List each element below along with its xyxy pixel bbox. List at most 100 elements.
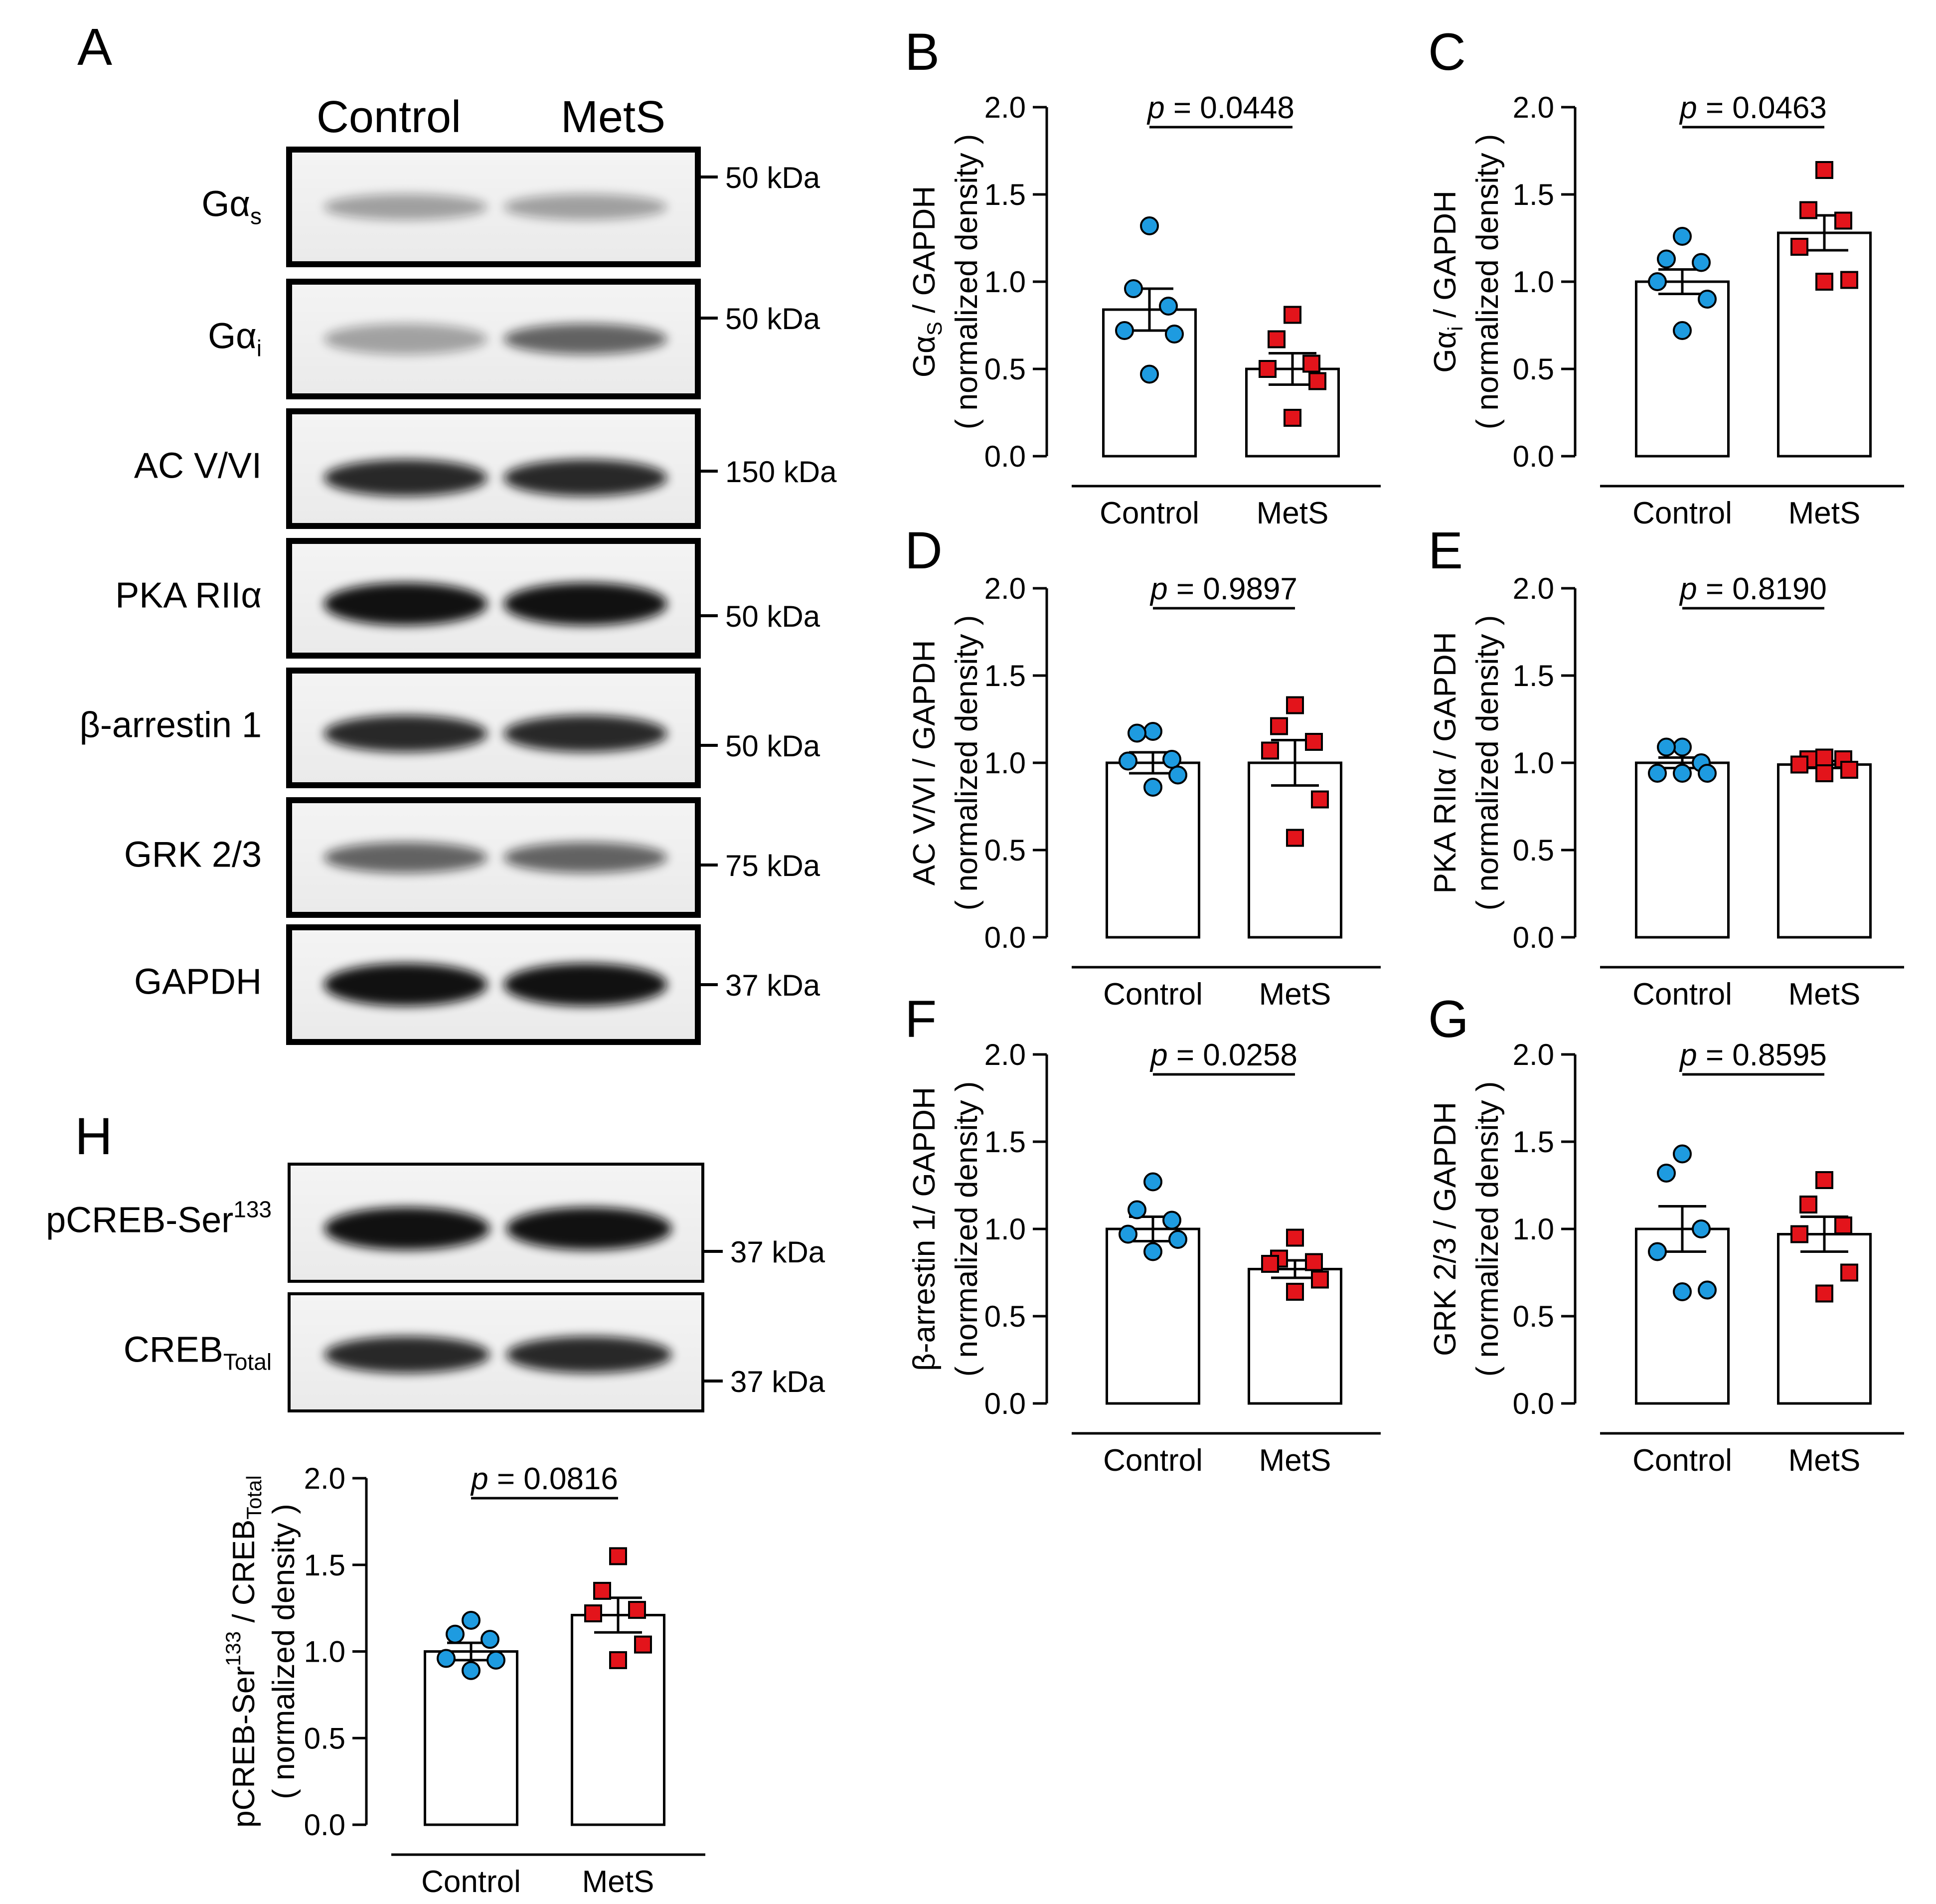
- data-point-mets: [1799, 1196, 1817, 1213]
- panel-letter-A: A: [77, 18, 112, 76]
- blot-band: [323, 715, 487, 752]
- y-tick-label: 1.0: [1513, 265, 1554, 299]
- x-tick-label-control: Control: [1100, 496, 1199, 530]
- protein-label: AC V/VI: [134, 446, 262, 486]
- blot-band: [503, 582, 667, 626]
- data-point-mets: [1308, 372, 1326, 390]
- data-point-mets: [1834, 1216, 1852, 1234]
- data-point-mets: [1815, 161, 1833, 179]
- data-point-control: [1657, 249, 1676, 269]
- y-axis-sublabel: ( normalized density ): [1470, 134, 1505, 430]
- chart-H: 0.0 0.5 1.0 1.5 2.0 Control MetS p = 0.0816 pCRE…: [221, 1462, 705, 1899]
- data-point-control: [1165, 325, 1184, 344]
- data-point-control: [1648, 1242, 1667, 1261]
- data-point-mets: [1790, 238, 1808, 256]
- p-value-label: p = 0.0448: [1146, 91, 1294, 125]
- y-axis-label: AC V/VI / GAPDH: [907, 640, 942, 886]
- x-tick-label-mets: MetS: [1788, 977, 1861, 1012]
- y-tick-label: 2.0: [984, 1038, 1026, 1071]
- kda-marker: 37 kDa: [725, 969, 820, 1002]
- blot-panel-A: A Control MetS Gαs 50 kDa Gαi 50 kDa AC V/VI 150…: [77, 18, 837, 1045]
- y-axis-sublabel: ( normalized density ): [950, 134, 984, 430]
- y-tick-label: 0.5: [1513, 1300, 1554, 1333]
- panel-letter-G: G: [1428, 990, 1469, 1048]
- data-point-mets: [1305, 1253, 1323, 1271]
- blot-band: [506, 1207, 672, 1250]
- protein-label: GRK 2/3: [124, 835, 262, 874]
- x-tick-label-control: Control: [1103, 1443, 1203, 1478]
- kda-marker: 75 kDa: [725, 849, 820, 882]
- data-point-mets: [1840, 271, 1858, 289]
- x-tick-label-mets: MetS: [1257, 496, 1329, 530]
- chart-C: C 0.0 0.5 1.0 1.5 2.0 Control MetS p = 0.0463 Gαi…: [1428, 23, 1904, 530]
- y-tick-label: 1.0: [984, 1212, 1026, 1246]
- blot-band: [323, 194, 487, 220]
- chart-E: E 0.0 0.5 1.0 1.5 2.0 Control MetS p = 0.8190 PKA…: [1428, 521, 1904, 1012]
- bar-control: [1635, 761, 1730, 939]
- lane-header-mets: MetS: [561, 92, 665, 142]
- blot-band: [503, 842, 667, 873]
- data-point-control: [462, 1661, 481, 1680]
- bar-mets: [1777, 1233, 1872, 1405]
- data-point-control: [1657, 1164, 1676, 1183]
- data-point-control: [1124, 279, 1143, 298]
- data-point-control: [1698, 764, 1717, 783]
- protein-label: CREBTotal: [124, 1330, 272, 1375]
- y-tick-label: 2.0: [984, 91, 1026, 124]
- chart-B: B 0.0 0.5 1.0 1.5 2.0 Control MetS p = 0.0448 GαS…: [905, 23, 1381, 530]
- protein-label: GAPDH: [134, 962, 262, 1002]
- data-point-mets: [1815, 1171, 1833, 1189]
- y-tick-label: 1.5: [304, 1549, 345, 1582]
- data-point-mets: [1261, 1255, 1279, 1273]
- data-point-control: [1648, 272, 1667, 291]
- blot-row: β-arrestin 1 50 kDa: [79, 668, 820, 788]
- bar-charts: B 0.0 0.5 1.0 1.5 2.0 Control MetS p = 0.0448 GαS…: [221, 23, 1904, 1899]
- blot-band: [323, 963, 487, 1006]
- x-tick-label-control: Control: [421, 1865, 521, 1899]
- data-point-control: [1648, 764, 1667, 783]
- y-tick-label: 0.0: [984, 1387, 1026, 1420]
- data-point-control: [1698, 290, 1717, 309]
- data-point-mets: [1286, 1283, 1304, 1301]
- blot-band: [324, 1336, 490, 1374]
- blot-band: [323, 582, 487, 626]
- data-point-control: [1143, 1172, 1162, 1192]
- data-point-control: [1128, 723, 1146, 743]
- data-point-mets: [1284, 409, 1301, 427]
- data-point-mets: [1790, 755, 1808, 774]
- data-point-control: [1143, 1242, 1162, 1261]
- data-point-mets: [1286, 1228, 1304, 1247]
- data-point-mets: [1284, 306, 1301, 324]
- protein-label: β-arrestin 1: [79, 705, 262, 745]
- data-point-control: [1673, 1282, 1692, 1301]
- data-point-control: [1168, 1230, 1187, 1249]
- western-blot-panels: A Control MetS Gαs 50 kDa Gαi 50 kDa AC V/VI 150…: [46, 18, 837, 1412]
- data-point-control: [481, 1630, 499, 1649]
- kda-marker: 50 kDa: [725, 302, 820, 336]
- data-point-control: [1119, 1224, 1137, 1244]
- y-axis-label: Gαi / GAPDH: [1428, 190, 1467, 373]
- panel-letter-B: B: [905, 23, 940, 81]
- protein-label: Gαs: [201, 184, 262, 229]
- bar-mets: [1777, 763, 1872, 939]
- data-point-mets: [1834, 211, 1852, 230]
- y-tick-label: 2.0: [984, 572, 1026, 605]
- kda-marker: 50 kDa: [725, 729, 820, 763]
- y-tick-label: 1.5: [1513, 659, 1554, 692]
- y-tick-label: 1.0: [984, 746, 1026, 780]
- data-point-control: [1657, 737, 1676, 757]
- data-point-control: [1692, 1219, 1711, 1238]
- blot-band: [503, 963, 667, 1006]
- blot-row: Gαs 50 kDa: [201, 147, 820, 267]
- blot-row: Gαi 50 kDa: [208, 279, 820, 399]
- blot-row: CREBTotal 37 kDa: [124, 1292, 825, 1412]
- panel-letter-D: D: [905, 521, 943, 580]
- kda-marker: 50 kDa: [725, 600, 820, 633]
- blot-band: [503, 324, 667, 354]
- blot-band: [503, 459, 667, 497]
- bar-control: [424, 1650, 518, 1826]
- y-tick-label: 0.5: [1513, 352, 1554, 386]
- y-axis-sublabel: ( normalized density ): [1470, 615, 1505, 911]
